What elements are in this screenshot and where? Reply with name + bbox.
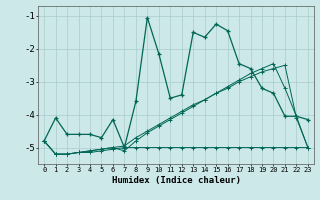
X-axis label: Humidex (Indice chaleur): Humidex (Indice chaleur) [111, 176, 241, 185]
